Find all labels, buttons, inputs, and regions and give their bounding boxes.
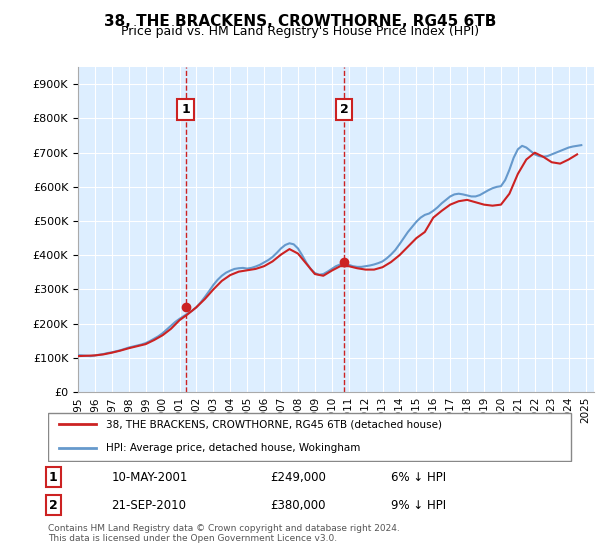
Text: HPI: Average price, detached house, Wokingham: HPI: Average price, detached house, Woki… — [106, 443, 361, 453]
Text: 2: 2 — [340, 103, 349, 116]
Text: 2: 2 — [49, 498, 58, 512]
Text: Price paid vs. HM Land Registry's House Price Index (HPI): Price paid vs. HM Land Registry's House … — [121, 25, 479, 38]
Text: 9% ↓ HPI: 9% ↓ HPI — [391, 498, 446, 512]
FancyBboxPatch shape — [48, 413, 571, 461]
Text: 10-MAY-2001: 10-MAY-2001 — [112, 470, 188, 484]
Text: 38, THE BRACKENS, CROWTHORNE, RG45 6TB (detached house): 38, THE BRACKENS, CROWTHORNE, RG45 6TB (… — [106, 419, 442, 429]
Text: 38, THE BRACKENS, CROWTHORNE, RG45 6TB: 38, THE BRACKENS, CROWTHORNE, RG45 6TB — [104, 14, 496, 29]
Text: Contains HM Land Registry data © Crown copyright and database right 2024.
This d: Contains HM Land Registry data © Crown c… — [48, 524, 400, 543]
Text: 1: 1 — [181, 103, 190, 116]
Text: £380,000: £380,000 — [270, 498, 325, 512]
Text: 21-SEP-2010: 21-SEP-2010 — [112, 498, 187, 512]
Text: 1: 1 — [49, 470, 58, 484]
Text: £249,000: £249,000 — [270, 470, 326, 484]
Text: 6% ↓ HPI: 6% ↓ HPI — [391, 470, 446, 484]
